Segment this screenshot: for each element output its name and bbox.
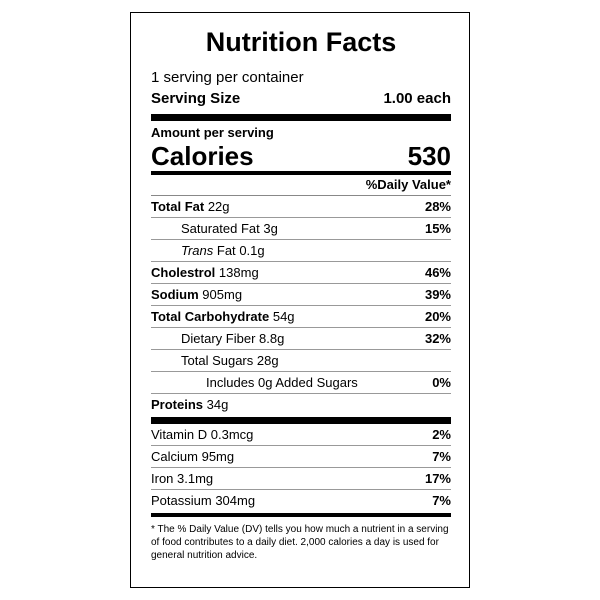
nutrient-amount: 34g (206, 397, 229, 412)
nutrient-dv: 46% (424, 265, 451, 280)
nutrient-dv: 32% (424, 331, 451, 346)
vitamin-name: Potassium (151, 493, 212, 508)
calories-value: 530 (407, 141, 451, 171)
nutrient-amount: 28g (256, 353, 279, 368)
nutrient-amount: 905mg (202, 287, 243, 302)
amount-per-serving: Amount per serving (151, 125, 274, 140)
nutrient-row-saturated-fat: Saturated Fat 3g 15% (151, 218, 451, 240)
calories-row: Calories 530 (151, 141, 451, 171)
nutrient-name: Total Fat (151, 199, 205, 214)
nutrient-name: Cholestrol (151, 265, 216, 280)
serving-size-label: Serving Size (151, 90, 241, 107)
vitamin-row-potassium: Potassium 304mg 7% (151, 490, 451, 511)
nutrient-dv: 15% (424, 221, 451, 236)
nutrient-amount: 0.1g (239, 243, 265, 258)
nutrient-name: Includes 0g Added Sugars (206, 375, 358, 390)
vitamin-row-iron: Iron 3.1mg 17% (151, 468, 451, 490)
nutrient-amount: 54g (272, 309, 295, 324)
serving-size-row: Serving Size 1.00 each (151, 90, 451, 108)
nutrient-name: Saturated Fat (181, 221, 260, 236)
vitamin-amount: 3.1mg (177, 471, 214, 486)
nutrient-name: Sodium (151, 287, 199, 302)
vitamin-amount: 0.3mcg (210, 427, 254, 442)
vitamin-dv: 17% (424, 471, 451, 486)
nutrient-row-proteins: Proteins 34g (151, 394, 451, 415)
nutrient-row-trans-fat: Trans Fat 0.1g (151, 240, 451, 262)
divider-thick (151, 417, 451, 424)
serving-size-value: 1.00 each (383, 90, 451, 107)
nutrient-row-added-sugars: Includes 0g Added Sugars 0% (151, 372, 451, 394)
label-title: Nutrition Facts (205, 27, 397, 57)
divider-medium (151, 513, 451, 517)
nutrient-name-suffix: Fat (216, 243, 236, 258)
nutrient-amount: 138mg (218, 265, 259, 280)
daily-value-header: %Daily Value* (151, 175, 451, 196)
footnote: * The % Daily Value (DV) tells you how m… (151, 524, 449, 561)
nutrient-dv: 20% (424, 309, 451, 324)
vitamin-amount: 95mg (201, 449, 235, 464)
nutrition-label: Nutrition Facts 1 serving per container … (130, 12, 470, 588)
vitamin-amount: 304mg (215, 493, 256, 508)
nutrient-name: Trans (181, 243, 214, 258)
vitamin-row-calcium: Calcium 95mg 7% (151, 446, 451, 468)
nutrient-row-cholesterol: Cholestrol 138mg 46% (151, 262, 451, 284)
nutrient-amount: 22g (207, 199, 230, 214)
nutrient-dv: 39% (424, 287, 451, 302)
nutrient-amount: 3g (263, 221, 278, 236)
nutrient-name: Total Carbohydrate (151, 309, 270, 324)
nutrient-row-dietary-fiber: Dietary Fiber 8.8g 32% (151, 328, 451, 350)
vitamin-dv: 2% (432, 427, 451, 442)
calories-label: Calories (151, 141, 254, 171)
vitamin-dv: 7% (432, 449, 451, 464)
nutrient-row-total-carbohydrate: Total Carbohydrate 54g 20% (151, 306, 451, 328)
nutrient-row-total-fat: Total Fat 22g 28% (151, 196, 451, 218)
servings-per-container: 1 serving per container (151, 69, 304, 86)
vitamin-name: Iron (151, 471, 174, 486)
nutrient-name: Dietary Fiber (181, 331, 256, 346)
divider-medium (151, 171, 451, 175)
vitamin-name: Calcium (151, 449, 198, 464)
nutrient-amount: 8.8g (259, 331, 285, 346)
vitamin-dv: 7% (432, 493, 451, 508)
divider-thick (151, 114, 451, 121)
nutrient-row-total-sugars: Total Sugars 28g (151, 350, 451, 372)
vitamin-name: Vitamin D (151, 427, 208, 442)
nutrient-name: Total Sugars (181, 353, 254, 368)
vitamin-row-vitamin-d: Vitamin D 0.3mcg 2% (151, 424, 451, 446)
nutrient-name: Proteins (151, 397, 204, 412)
nutrient-dv: 0% (432, 375, 451, 390)
nutrient-dv: 28% (424, 199, 451, 214)
nutrient-row-sodium: Sodium 905mg 39% (151, 284, 451, 306)
